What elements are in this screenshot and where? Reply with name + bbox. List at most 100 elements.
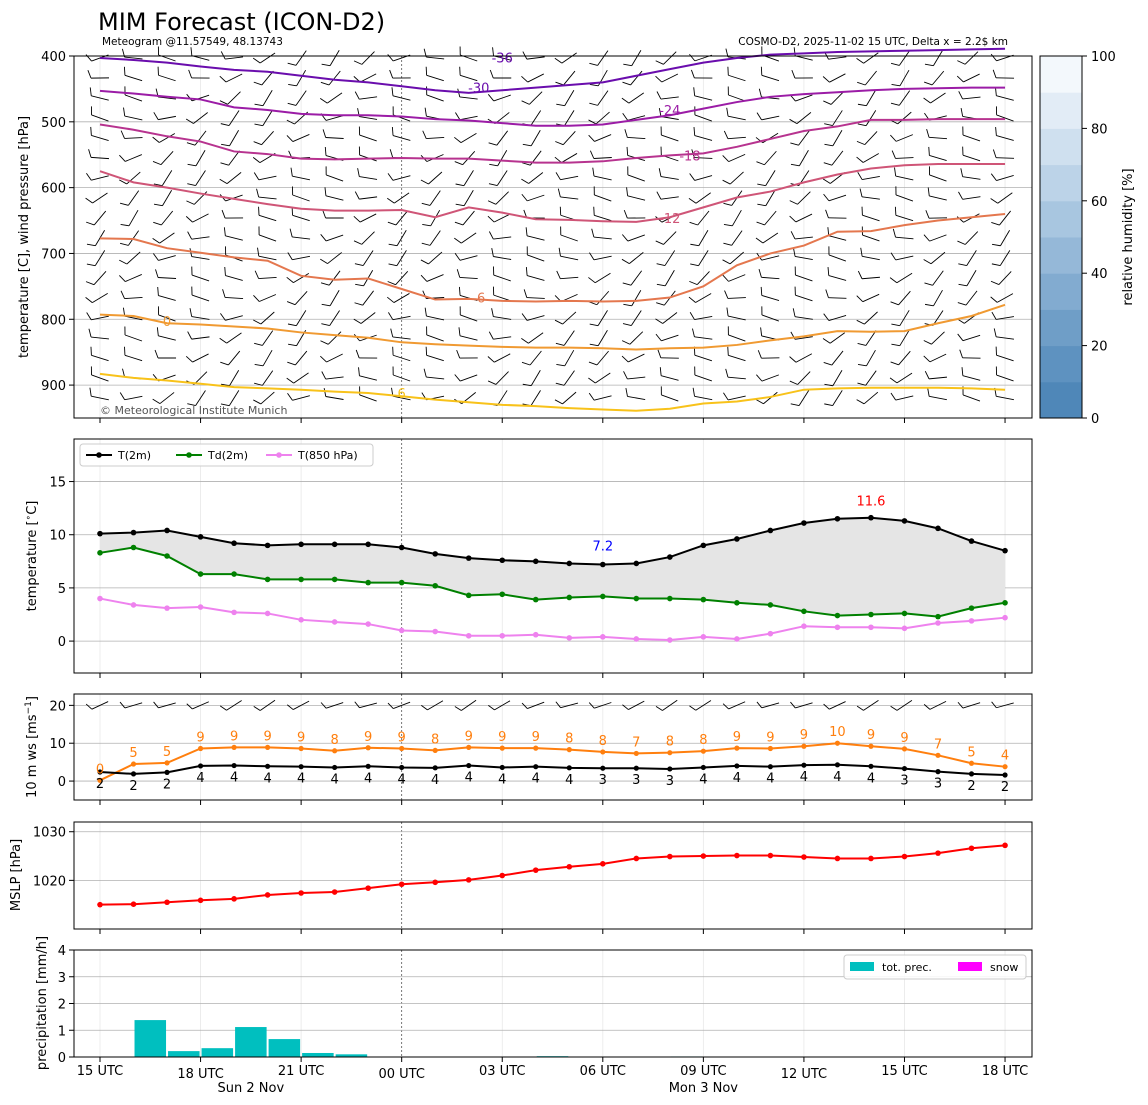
data-point bbox=[734, 600, 740, 606]
wind-barb-icon bbox=[655, 231, 677, 245]
wind-barb-icon bbox=[426, 86, 444, 102]
wind-barb-icon bbox=[290, 167, 311, 181]
data-point bbox=[700, 596, 707, 603]
data-point bbox=[968, 771, 975, 777]
data-point bbox=[633, 595, 640, 602]
data-point bbox=[935, 613, 941, 620]
wind-barb-icon bbox=[185, 112, 208, 124]
data-point bbox=[365, 885, 371, 891]
wind-barb-icon bbox=[523, 289, 545, 299]
wind-barb-icon bbox=[422, 130, 445, 140]
t-td-spread-fill bbox=[100, 517, 1006, 617]
gust-label: 8 bbox=[431, 732, 439, 747]
data-point bbox=[432, 551, 439, 557]
data-point bbox=[130, 771, 137, 777]
wind-barb-icon bbox=[889, 272, 913, 284]
wind-barb-icon bbox=[693, 126, 713, 141]
wind-barb-icon bbox=[454, 232, 477, 244]
wind-barb-icon bbox=[956, 73, 980, 83]
wind-barb-icon bbox=[86, 172, 109, 181]
data-point bbox=[532, 596, 539, 603]
isotherm-label: -6 bbox=[472, 292, 485, 307]
wind-barb-icon bbox=[928, 146, 947, 161]
gust-label: 9 bbox=[465, 729, 473, 744]
data-point bbox=[164, 769, 170, 775]
x-tick-label: 00 UTC bbox=[378, 1067, 424, 1082]
wind-barb-icon bbox=[957, 701, 981, 709]
isotherm-line bbox=[99, 162, 1006, 223]
wind-barb-icon bbox=[387, 192, 410, 204]
wind-barb-icon bbox=[455, 190, 474, 207]
data-point bbox=[767, 527, 774, 534]
wind-barb-icon bbox=[320, 702, 344, 709]
precipitation-panel: 0 1 2 3 4 precipitation [mm/h] tot. prec. sno… bbox=[35, 936, 1033, 1070]
isotherm-line bbox=[99, 47, 1006, 94]
gust-label: 0 bbox=[96, 762, 104, 777]
data-point bbox=[298, 890, 304, 896]
data-point bbox=[734, 536, 740, 542]
wind-barb-icon bbox=[558, 247, 579, 261]
data-point bbox=[968, 618, 975, 624]
data-point bbox=[767, 745, 774, 752]
data-point bbox=[566, 863, 573, 870]
data-point bbox=[700, 542, 707, 549]
data-point bbox=[298, 576, 304, 583]
wind-barb-icon bbox=[589, 330, 608, 347]
y-tick-label: 400 bbox=[41, 50, 66, 65]
wind-barb-icon bbox=[957, 231, 979, 245]
wind-barb-icon bbox=[119, 392, 143, 401]
data-point bbox=[633, 636, 640, 642]
wind-barb-icon bbox=[320, 331, 342, 345]
data-point bbox=[700, 853, 707, 859]
data-point bbox=[298, 764, 304, 770]
day-label: Mon 3 Nov bbox=[669, 1081, 739, 1096]
data-point bbox=[600, 561, 606, 568]
wind-barb-icon bbox=[521, 73, 544, 83]
data-point bbox=[533, 745, 539, 751]
wind-barb-icon bbox=[692, 328, 713, 340]
wind-barb-icon bbox=[688, 192, 711, 204]
wind-barb-icon bbox=[124, 326, 143, 342]
wind-barb-icon bbox=[958, 270, 977, 287]
wind-barb-icon bbox=[186, 701, 209, 710]
wind-barb-icon bbox=[757, 190, 776, 207]
wind-barb-icon bbox=[555, 370, 575, 386]
wind-barb-icon bbox=[655, 699, 678, 711]
wind-barb-icon bbox=[793, 247, 813, 261]
x-tick-label: 18 UTC bbox=[982, 1064, 1028, 1079]
data-point bbox=[667, 637, 673, 643]
wind-barb-icon bbox=[454, 132, 477, 144]
wind-barb-icon bbox=[488, 700, 511, 711]
data-point bbox=[466, 762, 472, 769]
precip-bar bbox=[302, 1052, 334, 1057]
mean-wind-label: 4 bbox=[431, 773, 439, 788]
wind-barb-icon bbox=[589, 310, 608, 327]
data-point bbox=[633, 855, 640, 862]
wind-barb-icon bbox=[592, 167, 612, 181]
data-point bbox=[466, 744, 472, 750]
wind-barb-icon bbox=[622, 310, 642, 326]
wind-barb-icon bbox=[723, 230, 743, 246]
wind-barb-icon bbox=[756, 150, 777, 166]
data-point bbox=[432, 747, 438, 754]
wind-barb-icon bbox=[621, 92, 645, 104]
data-point bbox=[399, 764, 405, 771]
wind-barb-icon bbox=[87, 70, 110, 79]
data-point bbox=[197, 534, 204, 540]
data-point bbox=[465, 555, 472, 561]
wind-barb-icon bbox=[823, 350, 844, 366]
y-tick-label: 800 bbox=[41, 313, 66, 328]
y-tick-label: 5 bbox=[58, 582, 66, 597]
wind-barb-icon bbox=[857, 171, 880, 181]
wind-barb-icon bbox=[656, 250, 676, 267]
colorbar-tick-label: 0 bbox=[1091, 412, 1099, 427]
data-point bbox=[667, 750, 673, 756]
wind-barb-icon bbox=[487, 191, 509, 205]
temperature-lines bbox=[97, 514, 1008, 643]
wind-barb-icon bbox=[254, 270, 277, 280]
model-subtitle: COSMO-D2, 2025-11-02 15 UTC, Delta x = 2… bbox=[738, 36, 1008, 48]
wind-barb-icon bbox=[924, 371, 948, 380]
wind-barb-icon bbox=[658, 168, 679, 180]
wind-barb-icon bbox=[120, 290, 143, 300]
wind-barb-icon bbox=[322, 209, 344, 219]
